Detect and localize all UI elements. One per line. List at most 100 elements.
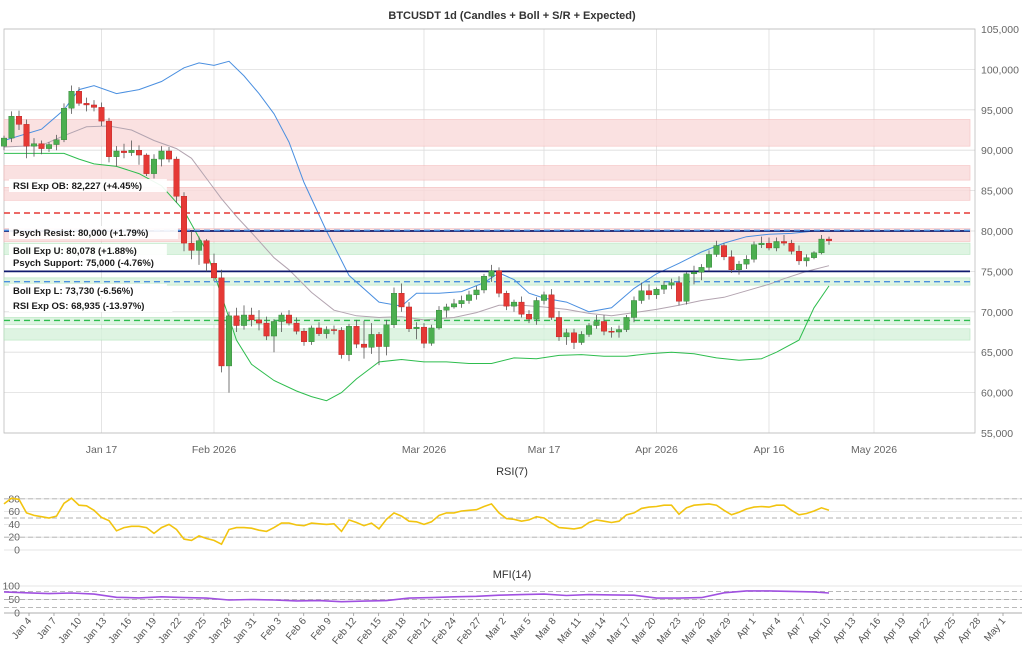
level-label-bg	[9, 256, 184, 269]
candle-up	[811, 252, 818, 258]
candle-up	[323, 329, 330, 334]
date-tick-label: Mar 23	[655, 616, 684, 647]
level-label-bg	[9, 226, 178, 239]
candle-up	[623, 317, 630, 330]
date-tick-label: Apr 28	[956, 616, 984, 646]
candle-down	[331, 329, 338, 331]
mfi-tick-label: 50	[8, 594, 20, 606]
candle-down	[796, 250, 803, 262]
price-tick-label: 55,000	[981, 428, 1013, 440]
rsi-tick-label: 40	[8, 519, 20, 531]
rsi-tick-label: 60	[8, 506, 20, 518]
candle-up	[225, 315, 232, 367]
date-tick-label: Feb 21	[405, 616, 434, 647]
resistance-zone	[3, 165, 971, 181]
candle-up	[240, 314, 247, 326]
candle-up	[736, 263, 743, 270]
candle-down	[608, 330, 615, 333]
candle-up	[593, 321, 600, 326]
date-tick-label: Mar 11	[556, 616, 584, 647]
candle-down	[721, 245, 728, 258]
candle-down	[188, 242, 195, 251]
candle-down	[406, 306, 413, 329]
candle-down	[646, 290, 653, 296]
price-panel: 55,000 60,000 65,000 70,000 75,000 80,000 85,0…	[1, 24, 1019, 456]
candle-up	[481, 276, 488, 291]
date-tick-label: Apr 10	[806, 616, 834, 646]
candle-down	[90, 104, 97, 108]
candle-up	[428, 327, 435, 344]
candle-up	[278, 314, 285, 322]
rsi-panel-title: RSI(7)	[496, 466, 528, 478]
candle-down	[293, 322, 300, 332]
candle-up	[683, 273, 690, 302]
candle-down	[248, 314, 255, 321]
candle-down	[210, 263, 217, 279]
price-tick-label: 90,000	[981, 145, 1013, 157]
candle-up	[803, 257, 810, 262]
chart-title: BTCUSDT 1d (Candles + Boll + S/R + Expec…	[388, 10, 636, 22]
candle-up	[653, 288, 660, 296]
date-tick-label: Mar 20	[630, 616, 659, 647]
candle-up	[1, 137, 7, 147]
date-tick-label: Apr 4	[760, 616, 784, 642]
date-tick-label: Jan 22	[156, 616, 184, 646]
date-tick-label: Jan 19	[131, 616, 159, 646]
candle-up	[818, 238, 825, 254]
price-tick-label: 95,000	[981, 105, 1013, 117]
candle-down	[676, 282, 683, 302]
candle-down	[286, 314, 293, 324]
candle-up	[563, 332, 570, 338]
date-tick-label: Jan 13	[81, 616, 109, 646]
candle-down	[376, 334, 383, 347]
date-tick-label: Apr 7	[785, 616, 809, 642]
resistance-zone	[3, 119, 971, 147]
candle-up	[31, 143, 38, 147]
date-tick-label: Mar 26	[680, 616, 709, 647]
level-label-bg	[9, 299, 173, 312]
candle-up	[436, 309, 443, 329]
candle-up	[706, 254, 713, 268]
date-tick-label: Feb 27	[455, 616, 484, 647]
level-label: RSI Exp OB: 82,227 (+4.45%)	[13, 181, 142, 192]
candle-down	[301, 330, 308, 342]
candle-up	[346, 326, 353, 355]
resistance-zone	[3, 187, 971, 201]
candle-down	[16, 116, 23, 125]
candle-up	[383, 324, 390, 347]
candle-down	[233, 315, 240, 326]
candle-down	[263, 322, 270, 337]
candle-down	[728, 256, 735, 270]
candle-up	[61, 107, 68, 140]
candle-down	[496, 270, 503, 294]
candle-up	[473, 289, 480, 296]
candle-up	[68, 91, 75, 109]
candle-up	[488, 270, 495, 277]
rsi-line	[3, 497, 830, 546]
mfi-line	[3, 590, 830, 603]
candle-down	[180, 196, 187, 244]
candle-up	[128, 149, 135, 153]
rsi-tick-label: 20	[8, 532, 20, 544]
date-tick-label: Apr 1	[735, 616, 759, 642]
date-tick-label: Apr 13	[831, 616, 859, 646]
candle-down	[601, 321, 608, 332]
candle-up	[773, 241, 780, 249]
candle-down	[781, 241, 788, 244]
candle-down	[766, 242, 773, 249]
candle-down	[316, 327, 323, 334]
date-tick-label: Apr 16	[856, 616, 884, 646]
support-zone	[3, 242, 971, 255]
candle-down	[173, 158, 180, 197]
price-tick-label: 80,000	[981, 226, 1013, 238]
candle-down	[526, 314, 533, 320]
support-zone	[3, 328, 971, 341]
candle-up	[271, 321, 278, 337]
candle-up	[691, 272, 698, 275]
candle-down	[398, 293, 405, 308]
price-tick-label: 70,000	[981, 307, 1013, 319]
date-tick-label: Jan 28	[206, 616, 234, 646]
